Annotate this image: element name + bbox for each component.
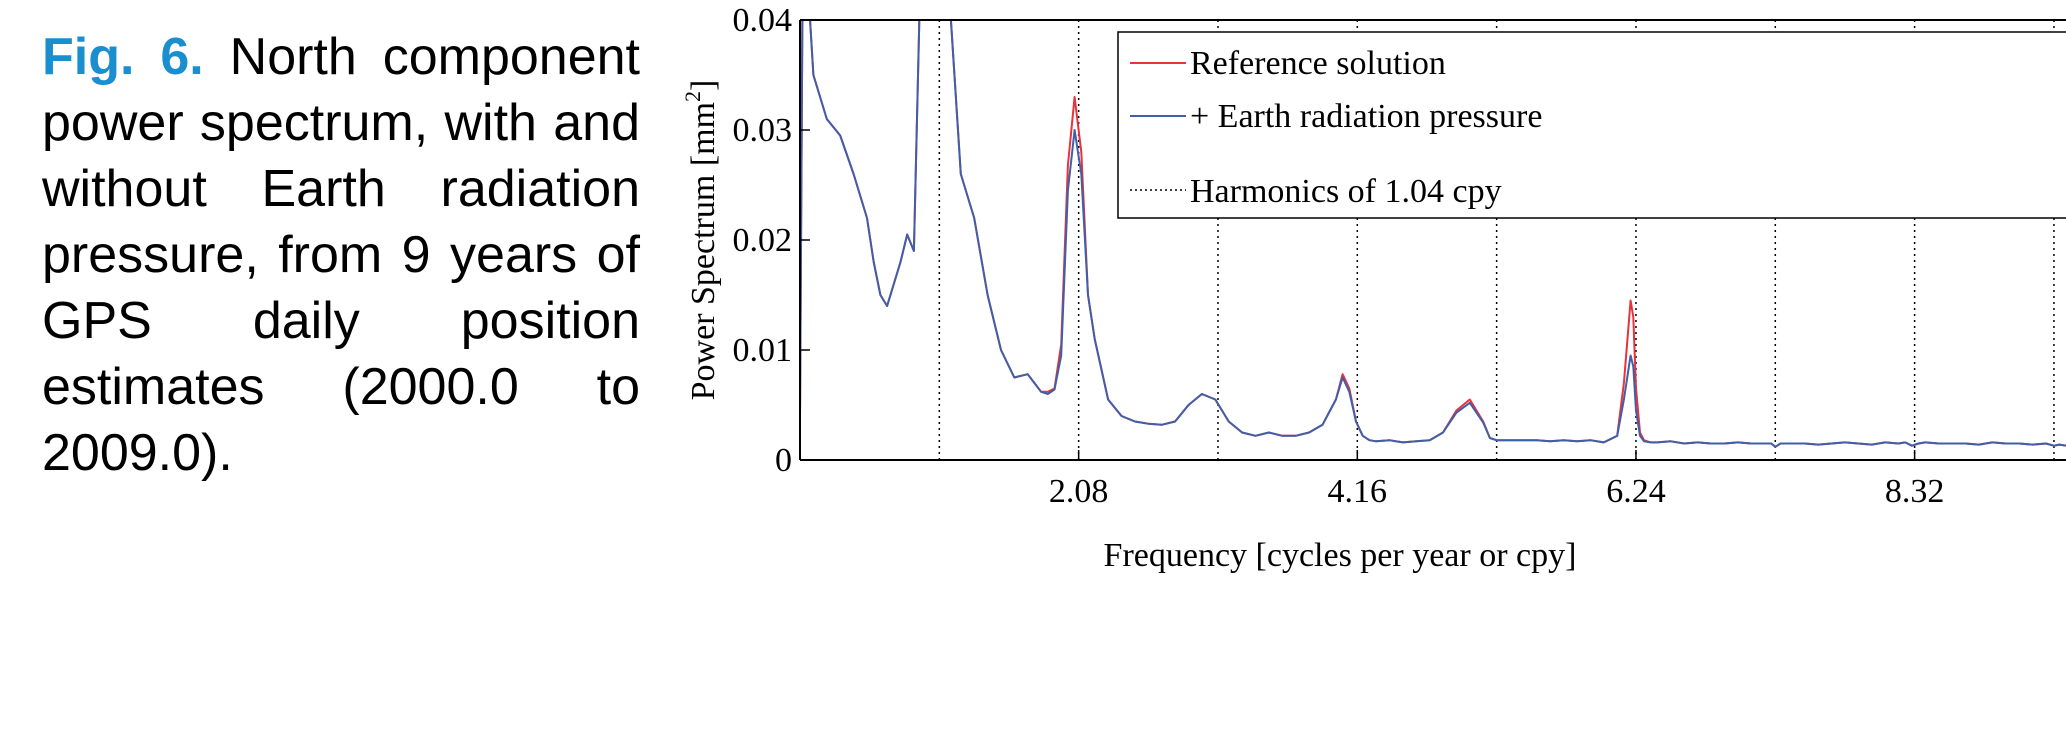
y-axis-label-prefix: Power Spectrum [mm <box>685 102 722 400</box>
axis-ticks: 0 0.01 0.02 0.03 0.04 2.08 4.16 6.24 8.32 <box>733 2 1945 510</box>
x-tick-label-0: 2.08 <box>1049 473 1109 510</box>
y-tick-label-1: 0.01 <box>733 332 793 369</box>
y-axis-label: Power Spectrum [mm2] <box>680 80 722 401</box>
caption-text: North component power spectrum, with and… <box>42 28 640 482</box>
power-spectrum-chart: 0 0.01 0.02 0.03 0.04 2.08 4.16 6.24 8.32 Freque… <box>680 2 2066 574</box>
y-tick-label-3: 0.03 <box>733 112 793 149</box>
x-tick-label-1: 4.16 <box>1328 473 1388 510</box>
series-line-1 <box>800 20 2066 448</box>
series-lines <box>800 20 2066 448</box>
figure-caption: Fig. 6. North component power spectrum, … <box>42 24 640 486</box>
y-tick-label-4: 0.04 <box>733 2 793 39</box>
legend: Reference solution + Earth radiation pre… <box>1117 31 2066 219</box>
y-tick-label-0: 0 <box>775 442 792 479</box>
legend-label-earth-radiation: + Earth radiation pressure <box>1190 98 1542 135</box>
x-tick-label-2: 6.24 <box>1606 473 1666 510</box>
figure-label: Fig. 6. <box>42 28 204 86</box>
legend-label-harmonics: Harmonics of 1.04 cpy <box>1190 173 1502 210</box>
x-tick-label-3: 8.32 <box>1885 473 1945 510</box>
y-axis-label-sup: 2 <box>680 91 705 102</box>
legend-box <box>1117 31 2066 219</box>
y-tick-label-2: 0.02 <box>733 222 793 259</box>
x-axis-label: Frequency [cycles per year or cpy] <box>1104 537 1577 574</box>
legend-label-reference: Reference solution <box>1190 45 1446 82</box>
y-axis-label-suffix: ] <box>685 80 722 91</box>
